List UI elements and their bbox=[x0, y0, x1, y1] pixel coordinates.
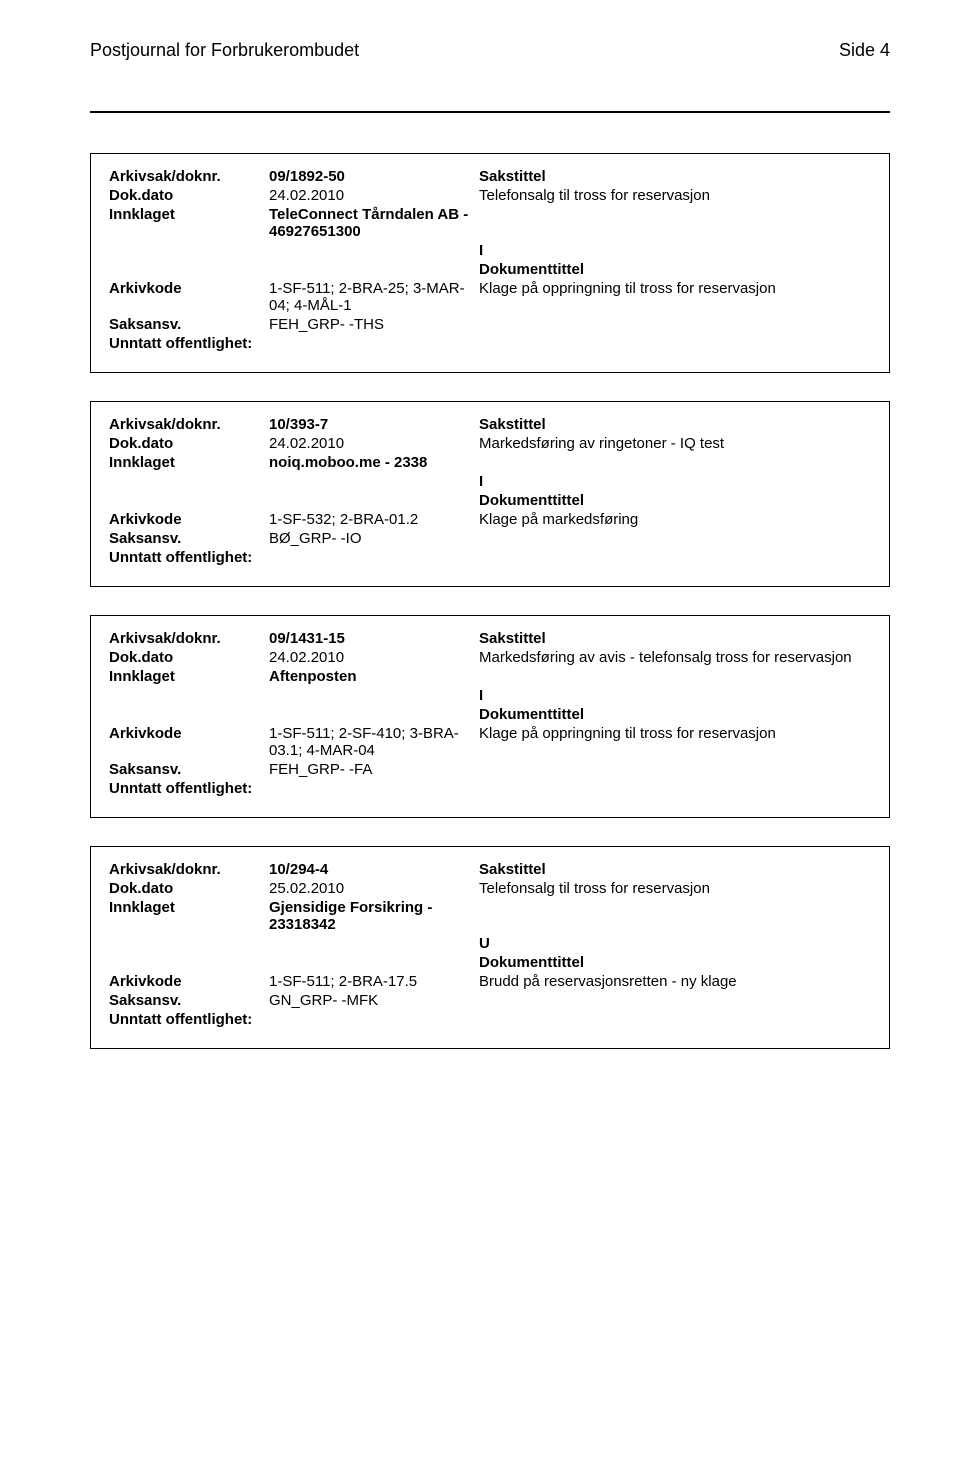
label-arkivkode: Arkivkode bbox=[109, 511, 269, 528]
label-innklaget: Innklaget bbox=[109, 206, 269, 223]
value-io: I bbox=[479, 242, 483, 259]
label-arkivsak: Arkivsak/doknr. bbox=[109, 168, 269, 185]
value-doknr: 10/294-4 bbox=[269, 861, 328, 878]
label-dokumenttittel: Dokumenttittel bbox=[479, 261, 584, 278]
value-dokdato: 24.02.2010 bbox=[269, 435, 479, 452]
value-saksansv: BØ_GRP- -IO bbox=[269, 530, 479, 547]
value-saksansv: FEH_GRP- -FA bbox=[269, 761, 479, 778]
label-sakstittel: Sakstittel bbox=[479, 168, 546, 185]
value-doknr: 09/1892-50 bbox=[269, 168, 345, 185]
page-header: Postjournal for Forbrukerombudet Side 4 bbox=[90, 40, 890, 61]
value-io: U bbox=[479, 935, 490, 952]
value-io: I bbox=[479, 687, 483, 704]
value-dokumenttittel: Klage på oppringning til tross for reser… bbox=[479, 280, 871, 297]
value-arkivkode: 1-SF-511; 2-BRA-17.5 bbox=[269, 973, 479, 990]
label-saksansv: Saksansv. bbox=[109, 530, 269, 547]
label-sakstittel: Sakstittel bbox=[479, 416, 546, 433]
journal-card: Arkivsak/doknr. 10/294-4 Sakstittel Dok.… bbox=[90, 846, 890, 1049]
value-dokumenttittel: Brudd på reservasjonsretten - ny klage bbox=[479, 973, 871, 990]
label-arkivkode: Arkivkode bbox=[109, 725, 269, 742]
label-unntatt: Unntatt offentlighet: bbox=[109, 1011, 252, 1028]
value-saksansv: GN_GRP- -MFK bbox=[269, 992, 479, 1009]
cards-list: Arkivsak/doknr. 09/1892-50 Sakstittel Do… bbox=[90, 153, 890, 1049]
label-sakstittel: Sakstittel bbox=[479, 630, 546, 647]
label-unntatt: Unntatt offentlighet: bbox=[109, 780, 252, 797]
value-dokdato: 24.02.2010 bbox=[269, 187, 479, 204]
value-arkivkode: 1-SF-532; 2-BRA-01.2 bbox=[269, 511, 479, 528]
label-dokdato: Dok.dato bbox=[109, 435, 269, 452]
value-arkivkode: 1-SF-511; 2-SF-410; 3-BRA-03.1; 4-MAR-04 bbox=[269, 725, 479, 759]
journal-card: Arkivsak/doknr. 10/393-7 Sakstittel Dok.… bbox=[90, 401, 890, 587]
label-arkivsak: Arkivsak/doknr. bbox=[109, 630, 269, 647]
value-sakstittel: Telefonsalg til tross for reservasjon bbox=[479, 187, 871, 204]
label-sakstittel: Sakstittel bbox=[479, 861, 546, 878]
label-arkivsak: Arkivsak/doknr. bbox=[109, 416, 269, 433]
value-dokumenttittel: Klage på oppringning til tross for reser… bbox=[479, 725, 871, 742]
journal-card: Arkivsak/doknr. 09/1892-50 Sakstittel Do… bbox=[90, 153, 890, 373]
label-innklaget: Innklaget bbox=[109, 668, 269, 685]
value-doknr: 09/1431-15 bbox=[269, 630, 345, 647]
label-dokumenttittel: Dokumenttittel bbox=[479, 492, 584, 509]
value-sakstittel: Telefonsalg til tross for reservasjon bbox=[479, 880, 871, 897]
label-dokdato: Dok.dato bbox=[109, 187, 269, 204]
journal-title: Postjournal for Forbrukerombudet bbox=[90, 40, 359, 61]
journal-card: Arkivsak/doknr. 09/1431-15 Sakstittel Do… bbox=[90, 615, 890, 818]
header-divider bbox=[90, 111, 890, 113]
value-dokdato: 25.02.2010 bbox=[269, 880, 479, 897]
value-innklaget: noiq.moboo.me - 2338 bbox=[269, 454, 427, 471]
label-dokumenttittel: Dokumenttittel bbox=[479, 954, 584, 971]
label-arkivkode: Arkivkode bbox=[109, 973, 269, 990]
value-sakstittel: Markedsføring av ringetoner - IQ test bbox=[479, 435, 871, 452]
page-number: Side 4 bbox=[839, 40, 890, 61]
value-innklaget: Gjensidige Forsikring - 23318342 bbox=[269, 899, 432, 933]
value-sakstittel: Markedsføring av avis - telefonsalg tros… bbox=[479, 649, 871, 666]
label-innklaget: Innklaget bbox=[109, 899, 269, 916]
value-innklaget: TeleConnect Tårndalen AB - 46927651300 bbox=[269, 206, 468, 240]
label-dokdato: Dok.dato bbox=[109, 880, 269, 897]
value-arkivkode: 1-SF-511; 2-BRA-25; 3-MAR-04; 4-MÅL-1 bbox=[269, 280, 479, 314]
label-arkivsak: Arkivsak/doknr. bbox=[109, 861, 269, 878]
label-saksansv: Saksansv. bbox=[109, 761, 269, 778]
page-container: Postjournal for Forbrukerombudet Side 4 … bbox=[0, 0, 960, 1127]
label-dokdato: Dok.dato bbox=[109, 649, 269, 666]
label-saksansv: Saksansv. bbox=[109, 992, 269, 1009]
label-saksansv: Saksansv. bbox=[109, 316, 269, 333]
value-innklaget: Aftenposten bbox=[269, 668, 357, 685]
value-io: I bbox=[479, 473, 483, 490]
value-dokdato: 24.02.2010 bbox=[269, 649, 479, 666]
label-arkivkode: Arkivkode bbox=[109, 280, 269, 297]
value-dokumenttittel: Klage på markedsføring bbox=[479, 511, 871, 528]
label-innklaget: Innklaget bbox=[109, 454, 269, 471]
label-unntatt: Unntatt offentlighet: bbox=[109, 335, 252, 352]
label-dokumenttittel: Dokumenttittel bbox=[479, 706, 584, 723]
label-unntatt: Unntatt offentlighet: bbox=[109, 549, 252, 566]
value-doknr: 10/393-7 bbox=[269, 416, 328, 433]
value-saksansv: FEH_GRP- -THS bbox=[269, 316, 479, 333]
